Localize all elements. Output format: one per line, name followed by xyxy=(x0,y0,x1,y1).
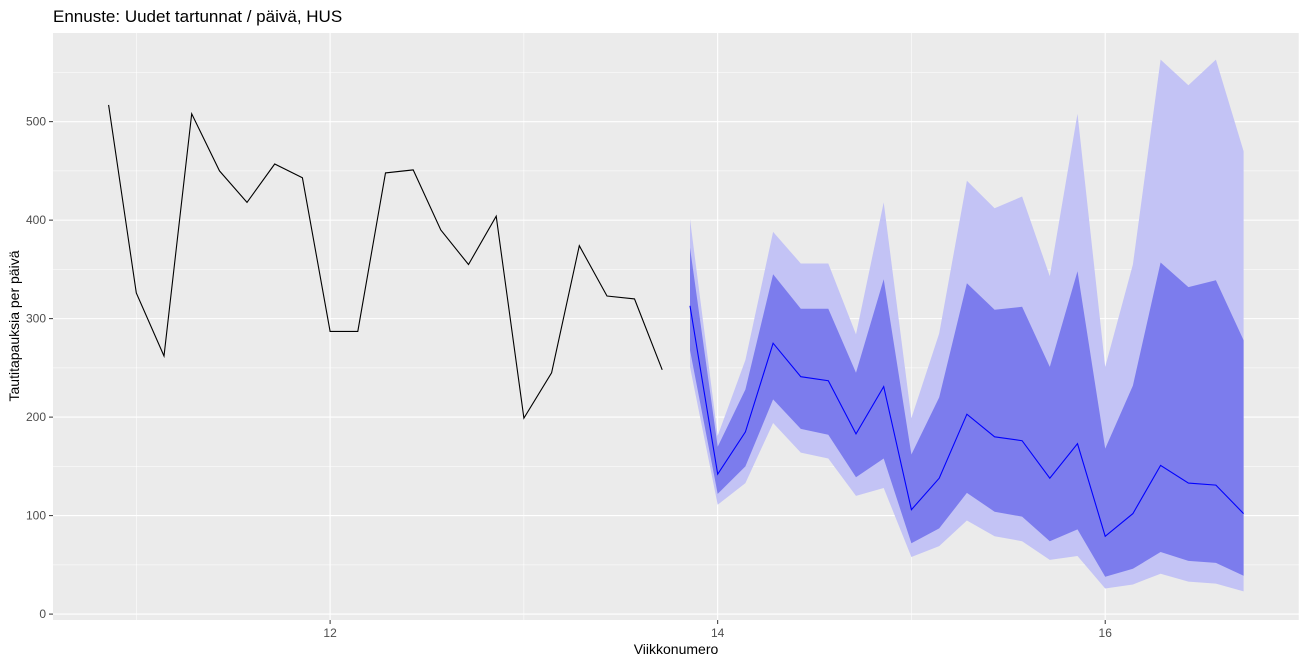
forecast-median-line xyxy=(689,305,1244,538)
x-tick-label: 16 xyxy=(1099,626,1113,640)
y-axis: 0 100 200 300 400 500 xyxy=(26,115,53,621)
x-axis-title: Viikkonumero xyxy=(634,641,719,657)
forecast-bands xyxy=(690,59,1244,592)
forecast-band-inner xyxy=(690,247,1244,577)
x-tick-label: 12 xyxy=(323,626,337,640)
y-tick-label: 200 xyxy=(26,410,46,424)
y-tick-label: 100 xyxy=(26,509,46,523)
y-tick-label: 300 xyxy=(26,312,46,326)
observed-series-line xyxy=(108,104,663,420)
y-tick-label: 400 xyxy=(26,213,46,227)
y-axis-title: Tautitapauksia per päivä xyxy=(6,250,22,401)
x-axis: 12 14 16 xyxy=(323,620,1112,640)
series-lines xyxy=(108,104,1244,538)
x-tick-label: 14 xyxy=(711,626,725,640)
chart-title: Ennuste: Uudet tartunnat / päivä, HUS xyxy=(53,7,342,26)
y-tick-label: 0 xyxy=(39,607,46,621)
y-tick-label: 500 xyxy=(26,115,46,129)
